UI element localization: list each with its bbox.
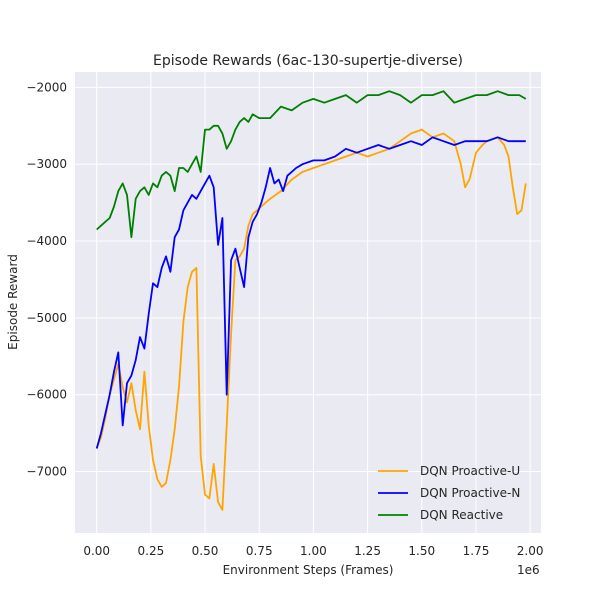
legend: DQN Proactive-U DQN Proactive-N DQN Reacti… [378, 464, 520, 522]
legend-label: DQN Proactive-N [420, 486, 520, 500]
chart-title: Episode Rewards (6ac-130-supertje-divers… [153, 53, 463, 69]
y-tick-label: −7000 [26, 465, 67, 479]
y-tick-label: −2000 [26, 80, 67, 94]
x-tick-label: 1.25 [354, 544, 381, 558]
x-tick-label: 0.50 [192, 544, 219, 558]
series-line-1 [95, 136, 526, 449]
x-tick-labels: 0.00 0.25 0.50 0.75 1.00 1.25 1.50 1.75 2.00 [83, 544, 543, 558]
y-tick-labels: −7000 −6000 −5000 −4000 −3000 −2000 [26, 80, 67, 478]
x-tick-label: 1.50 [408, 544, 435, 558]
y-tick-label: −6000 [26, 388, 67, 402]
x-axis-offset-label: 1e6 [517, 563, 540, 577]
legend-label: DQN Proactive-U [420, 464, 520, 478]
y-tick-label: −3000 [26, 157, 67, 171]
y-tick-label: −5000 [26, 311, 67, 325]
series-group [95, 90, 527, 511]
grid-lines [75, 72, 541, 533]
series-line-0 [95, 128, 527, 511]
x-axis-label: Environment Steps (Frames) [223, 563, 394, 577]
y-tick-label: −4000 [26, 234, 67, 248]
x-tick-label: 0.25 [138, 544, 165, 558]
y-axis-label: Episode Reward [6, 254, 20, 350]
legend-label: DQN Reactive [420, 508, 503, 522]
x-tick-label: 2.00 [517, 544, 544, 558]
x-tick-label: 1.00 [300, 544, 327, 558]
x-tick-label: 1.75 [463, 544, 490, 558]
series-line-2 [96, 90, 527, 239]
x-tick-label: 0.75 [246, 544, 273, 558]
x-tick-label: 0.00 [83, 544, 110, 558]
